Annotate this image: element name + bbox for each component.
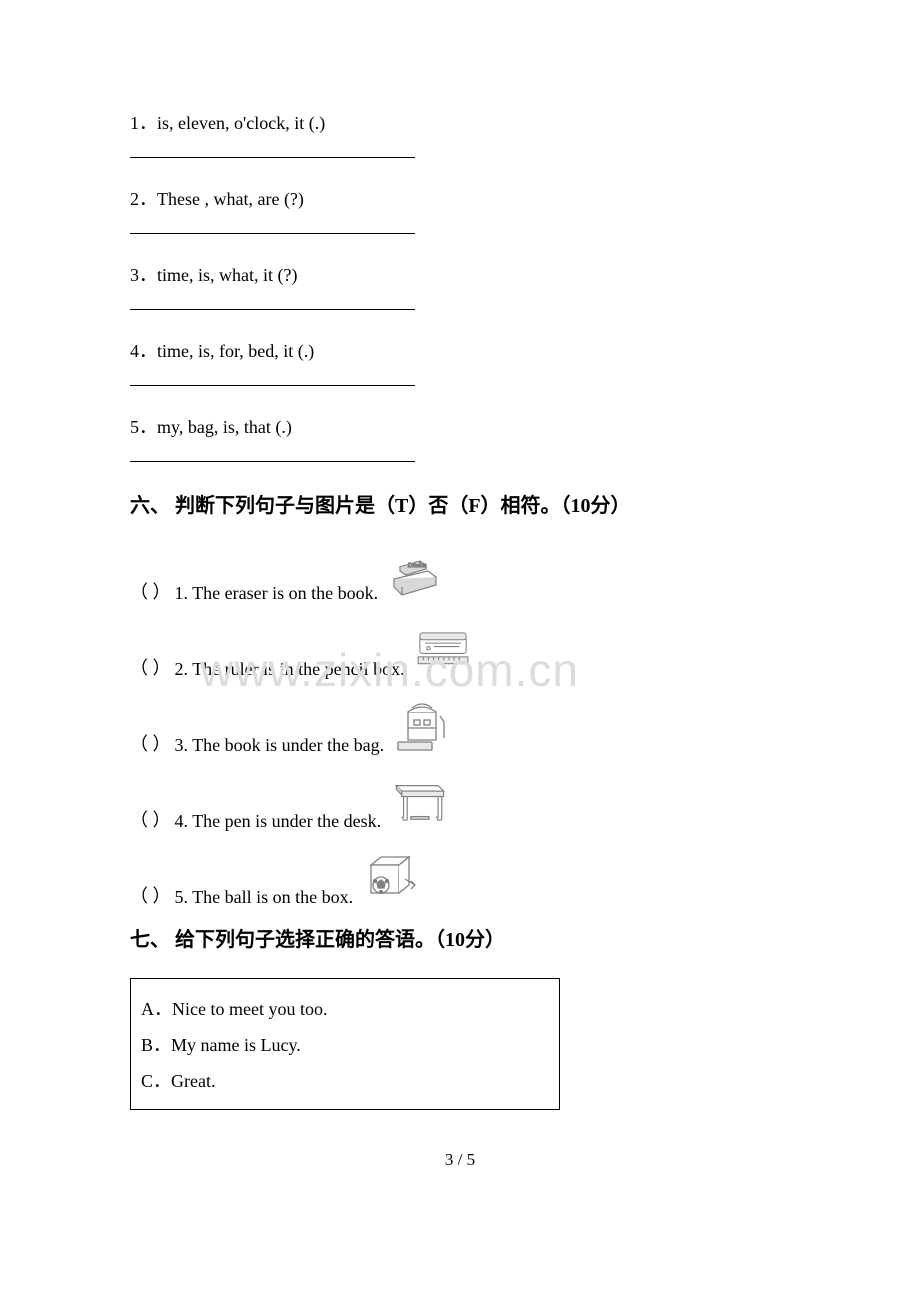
- answer-blank: [130, 309, 415, 310]
- tf-item: （ ） 5. The ball is on the box.: [130, 848, 790, 908]
- section-7-heading: 七、 给下列句子选择正确的答语。（10分）: [130, 924, 790, 956]
- tf-sentence: 1. The eraser is on the book.: [175, 583, 379, 604]
- tf-item: （ ） 3. The book is under the bag.: [130, 696, 790, 756]
- tf-sentence: 4. The pen is under the desk.: [175, 811, 382, 832]
- pencilbox-ruler-icon: [413, 620, 473, 680]
- item-words: is, eleven, o'clock, it (.): [157, 113, 325, 133]
- answer-choice: A．Nice to meet you too.: [141, 991, 549, 1027]
- item-words: These , what, are (?): [157, 189, 304, 209]
- answer-blank: [130, 233, 415, 234]
- paren-blank: （ ）: [130, 806, 171, 832]
- page-number: 3 / 5: [130, 1150, 790, 1170]
- tf-sentence: 5. The ball is on the box.: [175, 887, 354, 908]
- item-number: 1: [130, 113, 139, 133]
- section-6-items: （ ） 1. The eraser is on the book. London…: [130, 544, 790, 908]
- bag-book-icon: [392, 696, 452, 756]
- item-number: 2: [130, 189, 139, 209]
- paren-blank: （ ）: [130, 654, 171, 680]
- scramble-item: 4．time, is, for, bed, it (.): [130, 338, 790, 365]
- answer-choice: C．Great.: [141, 1063, 549, 1099]
- tf-sentence: 3. The book is under the bag.: [175, 735, 385, 756]
- answer-choice: B．My name is Lucy.: [141, 1027, 549, 1063]
- tf-sentence: 2. The ruler is in the pencil box.: [175, 659, 405, 680]
- scramble-item: 5．my, bag, is, that (.): [130, 414, 790, 441]
- scramble-item: 1．is, eleven, o'clock, it (.): [130, 110, 790, 137]
- svg-text:London: London: [407, 563, 426, 569]
- tf-item: （ ） 1. The eraser is on the book. London: [130, 544, 790, 604]
- paren-blank: （ ）: [130, 730, 171, 756]
- box-ball-icon: [361, 848, 421, 908]
- answer-blank: [130, 385, 415, 386]
- tf-item: （ ） 4. The pen is under the desk.: [130, 772, 790, 832]
- item-number: 4: [130, 341, 139, 361]
- paren-blank: （ ）: [130, 882, 171, 908]
- item-number: 3: [130, 265, 139, 285]
- scramble-item: 3．time, is, what, it (?): [130, 262, 790, 289]
- item-words: time, is, for, bed, it (.): [157, 341, 314, 361]
- answer-blank: [130, 461, 415, 462]
- item-words: my, bag, is, that (.): [157, 417, 292, 437]
- item-number: 5: [130, 417, 139, 437]
- desk-pen-icon: [389, 772, 449, 832]
- section-6-heading: 六、 判断下列句子与图片是（T）否（F）相符。（10分）: [130, 490, 790, 522]
- item-words: time, is, what, it (?): [157, 265, 297, 285]
- answer-blank: [130, 157, 415, 158]
- paren-blank: （ ）: [130, 578, 171, 604]
- tf-item: （ ） 2. The ruler is in the pencil box.: [130, 620, 790, 680]
- answer-choices-box: A．Nice to meet you too. B．My name is Luc…: [130, 978, 560, 1110]
- section-5-items: 1．is, eleven, o'clock, it (.) 2．These , …: [130, 110, 790, 462]
- book-eraser-icon: London: [386, 544, 446, 604]
- scramble-item: 2．These , what, are (?): [130, 186, 790, 213]
- worksheet-page: www.zixin.com.cn 1．is, eleven, o'clock, …: [0, 0, 920, 1230]
